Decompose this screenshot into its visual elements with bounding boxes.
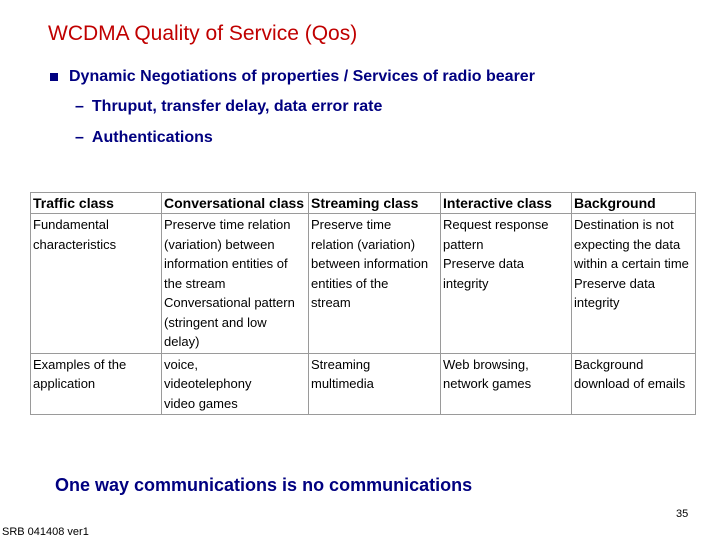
- cell-line: within a certain time: [574, 256, 689, 271]
- cell-line: (stringent and low: [164, 314, 267, 330]
- table-cell: Web browsing, network games: [440, 352, 572, 415]
- cell-line: Conversational pattern: [164, 295, 295, 310]
- cell-line: Web browsing,: [443, 356, 529, 372]
- cell-line: between information: [311, 256, 429, 271]
- footer-text: SRB 041408 ver1: [2, 526, 89, 538]
- cell-line: relation (variation): [311, 236, 416, 252]
- page-number: 35: [676, 508, 689, 520]
- table-cell: Streaming multimedia: [308, 352, 441, 415]
- cell-line: integrity: [443, 275, 489, 291]
- dash-marker: –: [75, 98, 84, 115]
- cell-line: videotelephony: [164, 376, 252, 391]
- sub-bullet-1: – Thruput, transfer delay, data error rat…: [75, 98, 382, 116]
- table-header-row: Traffic class Conversational class Strea…: [30, 192, 696, 214]
- header-interactive-class: Interactive class: [440, 192, 572, 214]
- header-background: Background: [571, 192, 696, 214]
- table-cell: Preserve time relation (variation) betwe…: [308, 213, 441, 354]
- cell-line: Destination is not: [574, 217, 674, 232]
- cell-line: voice,: [164, 356, 198, 372]
- cell-line: Preserve data: [574, 275, 655, 291]
- sub-bullet-text: Thruput, transfer delay, data error rate: [91, 98, 383, 115]
- cell-line: Fundamental: [33, 217, 109, 232]
- cell-line: video games: [164, 395, 238, 411]
- cell-line: entities of the: [311, 275, 389, 291]
- cell-line: delay): [164, 334, 200, 349]
- cell-line: Streaming: [311, 356, 371, 372]
- header-traffic-class: Traffic class: [30, 192, 162, 214]
- cell-line: download of emails: [574, 376, 686, 391]
- table-cell: voice, videotelephony video games: [161, 352, 309, 415]
- sub-bullet-2: – Authentications: [75, 129, 213, 147]
- cell-line: network games: [443, 376, 532, 391]
- table-cell: Background download of emails: [571, 352, 696, 415]
- table-row-characteristics: Fundamental characteristics Preserve tim…: [30, 213, 696, 354]
- cell-line: Preserve data: [443, 256, 524, 271]
- main-bullet-text: Dynamic Negotiations of properties / Ser…: [69, 68, 535, 85]
- slide-title: WCDMA Quality of Service (Qos): [48, 22, 358, 45]
- dash-marker: –: [75, 129, 84, 146]
- table-row-examples: Examples of the application voice, video…: [30, 352, 696, 415]
- qos-table: Traffic class Conversational class Strea…: [30, 192, 696, 415]
- table-cell: Preserve time relation (variation) betwe…: [161, 213, 309, 354]
- row-label-cell: Fundamental characteristics: [30, 213, 162, 354]
- cell-line: expecting the data: [574, 236, 681, 252]
- cell-line: (variation) between: [164, 236, 275, 252]
- main-bullet: Dynamic Negotiations of properties / Ser…: [50, 68, 535, 86]
- cell-line: the stream: [164, 275, 226, 291]
- cell-line: multimedia: [311, 376, 374, 391]
- square-bullet-icon: [50, 73, 58, 81]
- header-conversational-class: Conversational class: [161, 192, 309, 214]
- sub-bullet-text: Authentications: [91, 129, 213, 146]
- cell-line: integrity: [574, 295, 620, 310]
- cell-line: Examples of the: [33, 356, 127, 372]
- cell-line: Background: [574, 356, 644, 372]
- header-streaming-class: Streaming class: [308, 192, 441, 214]
- cell-line: pattern: [443, 236, 484, 252]
- cell-line: stream: [311, 295, 351, 310]
- cell-line: Preserve time relation: [164, 217, 291, 232]
- table-cell: Request response pattern Preserve data i…: [440, 213, 572, 354]
- cell-line: application: [33, 376, 96, 391]
- cell-line: Request response: [443, 217, 549, 232]
- row-label-cell: Examples of the application: [30, 352, 162, 415]
- cell-line: characteristics: [33, 236, 117, 252]
- closing-statement: One way communications is no communicati…: [55, 475, 473, 495]
- cell-line: Preserve time: [311, 217, 392, 232]
- cell-line: information entities of: [164, 256, 288, 271]
- table-cell: Destination is not expecting the data wi…: [571, 213, 696, 354]
